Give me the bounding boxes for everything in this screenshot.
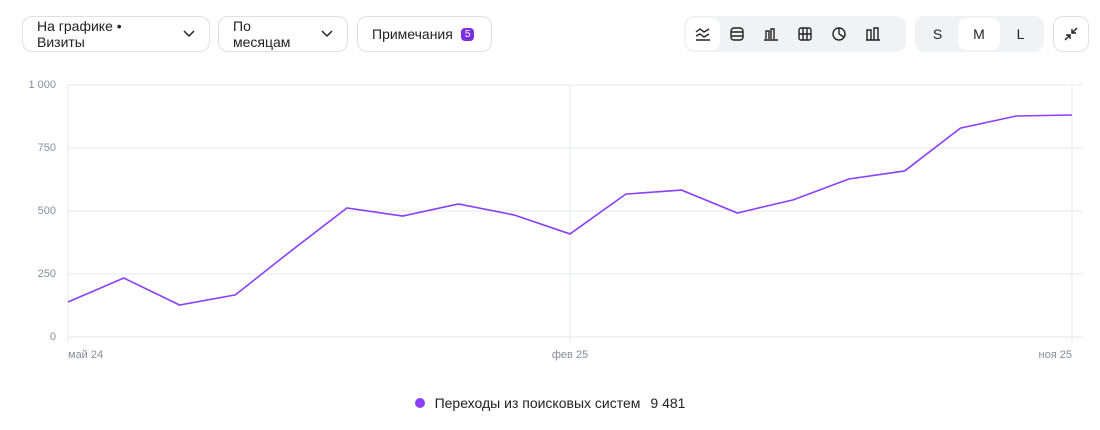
notes-button[interactable]: Примечания 5: [357, 16, 492, 52]
y-tick-label: 250: [38, 268, 56, 280]
size-s[interactable]: S: [932, 26, 943, 42]
label: Примечания: [372, 26, 453, 42]
period-select[interactable]: По месяцам: [218, 16, 348, 52]
legend-label: Переходы из поисковых систем: [434, 395, 641, 411]
column-chart-button[interactable]: [856, 18, 890, 50]
legend-total: 9 481: [650, 395, 686, 411]
legend: Переходы из поисковых систем 9 481: [0, 395, 1100, 411]
y-tick-label: 0: [50, 331, 56, 343]
x-tick-label: май 24: [68, 349, 103, 361]
line-chart-button[interactable]: [686, 18, 720, 50]
chart: 0 250 500 750 1 000 май 24 фев 25 ноя 25: [28, 79, 1082, 361]
size-l[interactable]: L: [1016, 26, 1025, 42]
label: По месяцам: [233, 18, 291, 50]
collapse-button[interactable]: [1053, 16, 1089, 52]
x-tick-label: ноя 25: [1039, 349, 1072, 361]
size-group: S M L: [915, 16, 1044, 52]
chart-select[interactable]: На графике • Визиты: [22, 16, 210, 52]
y-tick-label: 500: [38, 205, 56, 217]
x-tick-label: фев 25: [552, 349, 588, 361]
label: На графике • Визиты: [37, 18, 122, 50]
size-m[interactable]: M: [958, 18, 1000, 50]
notes-badge: 5: [460, 27, 475, 41]
stacked-chart-button[interactable]: [788, 18, 822, 50]
area-chart-button[interactable]: [720, 18, 754, 50]
chevron: [183, 30, 195, 38]
y-tick-label: 1 000: [28, 79, 56, 91]
series-line: [67, 114, 1073, 306]
y-tick-label: 750: [38, 142, 56, 154]
chart-type-group: [684, 16, 906, 52]
chevron: [321, 30, 333, 38]
pie-chart-button[interactable]: [822, 18, 856, 50]
legend-marker: [414, 398, 425, 408]
bar-chart-button[interactable]: [754, 18, 788, 50]
